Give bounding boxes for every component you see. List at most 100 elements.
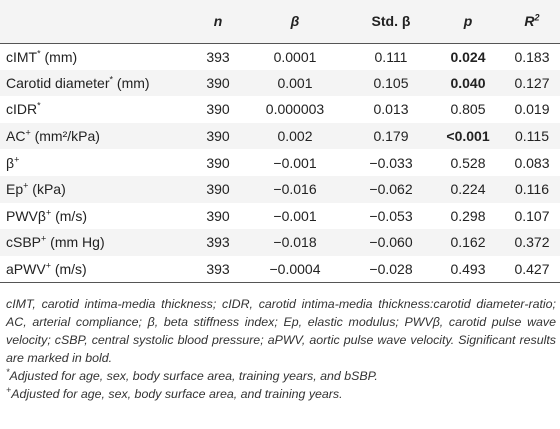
row-label-footnote-mark: + [45, 260, 51, 271]
footnote-plus-text: Adjusted for age, sex, body surface area… [11, 387, 343, 401]
table-row: Carotid diameter* (mm) 390 0.001 0.105 0.040… [0, 69, 560, 97]
cell-r2: 0.107 [514, 207, 550, 224]
cell-std-beta: −0.062 [369, 181, 413, 198]
cell-std-beta: 0.111 [374, 48, 408, 65]
header-label [0, 0, 196, 43]
row-label-footnote-mark: * [109, 74, 114, 85]
row-label: PWVβ+ (m/s) [0, 203, 196, 230]
table-row: cIDR* 390 0.000003 0.013 0.805 0.019 [0, 96, 560, 123]
row-label: cIDR* [0, 96, 196, 123]
cell-n: 390 [206, 74, 230, 91]
row-label-main: AC [6, 128, 26, 145]
cell-p: 0.528 [450, 154, 486, 171]
row-label-footnote-mark: + [23, 180, 29, 191]
row-label: cSBP+ (mm Hg) [0, 229, 196, 256]
row-label-main: cIDR [6, 101, 38, 118]
cell-beta: −0.018 [273, 234, 317, 251]
cell-beta: 0.002 [277, 128, 313, 145]
footnote-plus-mark: + [6, 384, 12, 395]
table-row: PWVβ+ (m/s) 390 −0.001 −0.053 0.298 0.107 [0, 202, 560, 230]
row-label-unit: (kPa) [28, 181, 66, 198]
header-r2-sup: 2 [534, 12, 540, 23]
row-label-unit: (mm²/kPa) [30, 128, 100, 145]
row-label-footnote-mark: + [14, 154, 20, 165]
cell-std-beta: 0.105 [373, 74, 409, 91]
cell-n: 390 [206, 101, 230, 118]
results-table-container: n β Std. β p R2 cIMT* (mm) 393 0.0001 0.111… [0, 0, 560, 283]
cell-n: 390 [206, 207, 230, 224]
cell-p: 0.162 [450, 234, 486, 251]
cell-std-beta: −0.053 [369, 207, 413, 224]
footnote-abbreviations: cIMT, carotid intima-media thickness; cI… [6, 297, 556, 365]
cell-std-beta: 0.179 [373, 128, 409, 145]
row-label: cIMT* (mm) [0, 43, 196, 70]
cell-r2: 0.115 [515, 128, 549, 145]
cell-beta: 0.000003 [265, 101, 325, 118]
table-row: aPWV+ (m/s) 393 −0.0004 −0.028 0.493 0.427 [0, 255, 560, 283]
row-label-footnote-mark: + [25, 127, 31, 138]
cell-n: 393 [206, 234, 230, 251]
row-label-unit: (mm) [40, 48, 78, 65]
cell-p: 0.040 [450, 74, 486, 91]
cell-n: 393 [206, 260, 230, 277]
header-n: n [213, 13, 223, 30]
header-std-beta: Std. β [371, 13, 411, 30]
row-label-main: aPWV [6, 260, 46, 277]
cell-n: 390 [206, 154, 230, 171]
row-label-main: Ep [6, 181, 24, 198]
cell-beta: 0.0001 [273, 48, 317, 65]
row-label-main: cIMT [6, 48, 38, 65]
cell-std-beta: 0.013 [373, 101, 409, 118]
table-row: AC+ (mm²/kPa) 390 0.002 0.179 <0.001 0.115 [0, 122, 560, 150]
cell-p: 0.024 [450, 48, 486, 65]
cell-beta: −0.001 [273, 154, 317, 171]
cell-beta: 0.001 [277, 74, 313, 91]
cell-n: 393 [206, 48, 230, 65]
table-row: Ep+ (kPa) 390 −0.016 −0.062 0.224 0.116 [0, 175, 560, 203]
footnote-plus: +Adjusted for age, sex, body surface are… [6, 385, 556, 403]
cell-r2: 0.116 [515, 181, 549, 198]
cell-std-beta: −0.060 [369, 234, 413, 251]
cell-p: 0.493 [450, 260, 486, 277]
header-beta: β [290, 13, 300, 30]
cell-r2: 0.127 [514, 74, 550, 91]
table-header: n β Std. β p R2 [0, 0, 560, 43]
cell-beta: −0.0004 [269, 260, 321, 277]
row-label: Ep+ (kPa) [0, 176, 196, 203]
cell-r2: 0.083 [514, 154, 550, 171]
row-label-main: β [6, 154, 15, 171]
cell-std-beta: −0.028 [369, 260, 413, 277]
cell-beta: −0.001 [273, 207, 317, 224]
row-label-footnote-mark: + [45, 207, 52, 218]
table-row: cIMT* (mm) 393 0.0001 0.111 0.024 0.183 [0, 43, 560, 70]
cell-r2: 0.372 [514, 234, 550, 251]
footnote-star: *Adjusted for age, sex, body surface are… [6, 367, 556, 385]
table-footnotes: cIMT, carotid intima-media thickness; cI… [6, 295, 556, 403]
cell-p: 0.224 [450, 181, 486, 198]
cell-n: 390 [206, 128, 230, 145]
row-label-unit: (m/s) [51, 207, 87, 224]
table-row: cSBP+ (mm Hg) 393 −0.018 −0.060 0.162 0.372 [0, 229, 560, 256]
header-r2-base: R [524, 13, 535, 30]
regression-results-table: n β Std. β p R2 cIMT* (mm) 393 0.0001 0.111… [0, 0, 560, 283]
table-row: β+ 390 −0.001 −0.033 0.528 0.083 [0, 149, 560, 176]
row-label-footnote-mark: + [41, 233, 47, 244]
row-label-main: cSBP [6, 234, 42, 251]
cell-p: 0.805 [450, 101, 486, 118]
row-label-main: PWVβ [6, 207, 46, 224]
header-r2: R2 [504, 0, 560, 43]
row-label-unit: (m/s) [50, 260, 87, 277]
cell-p: <0.001 [446, 128, 490, 145]
row-label-footnote-mark: * [37, 100, 41, 111]
cell-r2: 0.183 [514, 48, 550, 65]
footnote-star-mark: * [6, 366, 10, 377]
row-label: AC+ (mm²/kPa) [0, 123, 196, 150]
row-label: Carotid diameter* (mm) [0, 70, 196, 97]
header-p: p [463, 13, 473, 30]
row-label-unit: (mm) [113, 74, 150, 91]
cell-n: 390 [206, 181, 230, 198]
row-label-footnote-mark: * [37, 47, 41, 58]
cell-r2: 0.019 [514, 101, 550, 118]
cell-std-beta: −0.033 [369, 154, 413, 171]
cell-beta: −0.016 [273, 181, 317, 198]
